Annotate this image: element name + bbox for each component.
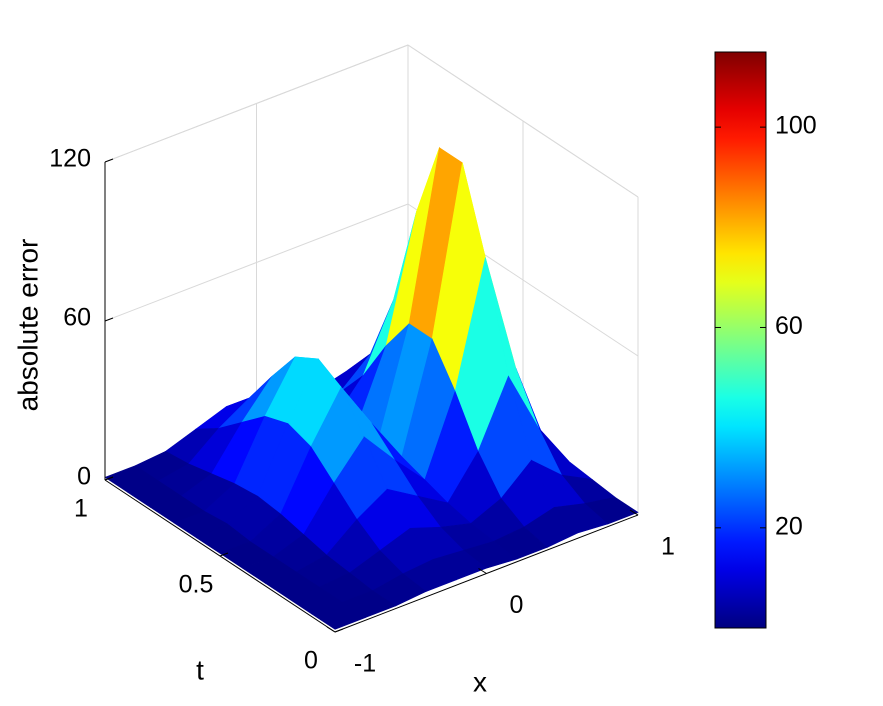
x-axis-label: x [473, 666, 487, 697]
colorbar-tick-label: 20 [775, 512, 803, 540]
z-tick-label: 60 [63, 304, 91, 332]
z-axis-label: absolute error [12, 239, 43, 412]
t-tick [219, 552, 229, 557]
t-tick [334, 628, 344, 633]
colorbar-tick-label: 60 [775, 312, 803, 340]
x-tick-label: 1 [661, 533, 675, 561]
z-tick [104, 317, 114, 322]
t-axis-label: t [196, 654, 204, 685]
t-tick-label: 0 [304, 647, 318, 675]
colorbar [714, 51, 767, 629]
x-tick [326, 626, 336, 633]
x-tick-label: 0 [510, 591, 524, 619]
t-tick [104, 476, 114, 481]
z-tick-label: 0 [77, 463, 91, 491]
x-tick-label: -1 [354, 650, 376, 678]
x-tick [478, 568, 487, 574]
t-tick-label: 0.5 [179, 571, 214, 599]
surface-patch [311, 602, 366, 630]
t-tick-label: 1 [74, 495, 88, 523]
x-tick [629, 509, 639, 516]
z-tick [104, 158, 114, 163]
z-tick-label: 120 [49, 145, 91, 173]
colorbar-tick-label: 100 [775, 112, 817, 140]
